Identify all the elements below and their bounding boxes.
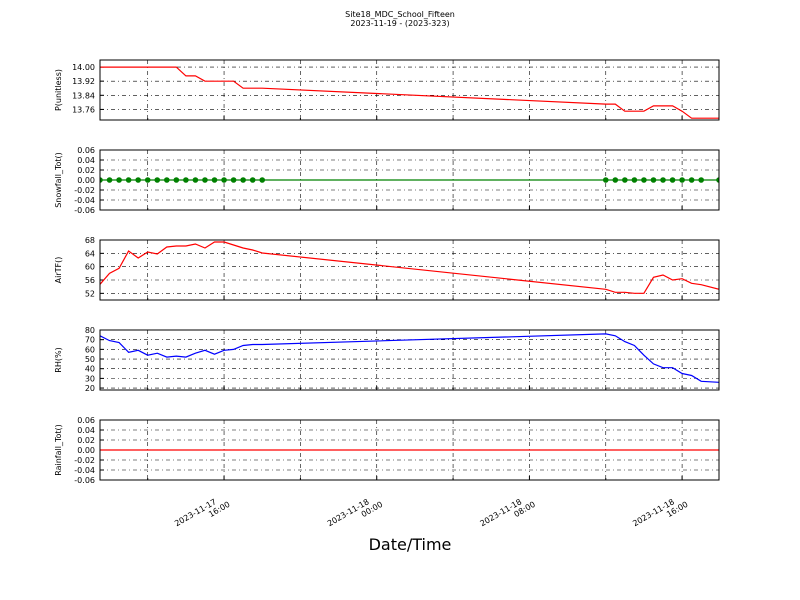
data-point bbox=[135, 177, 141, 183]
y-axis-label: RH(%) bbox=[54, 347, 63, 372]
data-point bbox=[612, 177, 619, 183]
y-tick-label: 0.00 bbox=[77, 176, 95, 185]
figure-title: Site18_MDC_School_Fifteen bbox=[345, 10, 455, 19]
data-point bbox=[106, 177, 113, 183]
x-tick-label: 2023-11-17 16:00 bbox=[173, 492, 231, 536]
plot-area bbox=[100, 177, 719, 183]
y-tick-label: 0.06 bbox=[77, 146, 95, 155]
y-tick-label: 0.02 bbox=[77, 166, 95, 175]
data-point bbox=[240, 177, 246, 183]
data-point bbox=[631, 177, 638, 183]
y-tick-label: -0.04 bbox=[74, 466, 95, 475]
data-point bbox=[660, 177, 666, 183]
y-tick-label: 60 bbox=[85, 263, 95, 272]
y-tick-label: -0.04 bbox=[74, 196, 95, 205]
data-point bbox=[100, 177, 103, 183]
data-point bbox=[679, 177, 685, 183]
x-tick-label: 2023-11-18 16:00 bbox=[631, 492, 689, 536]
x-tick-label: 2023-11-18 00:00 bbox=[326, 492, 384, 536]
y-tick-label: 0.04 bbox=[77, 426, 95, 435]
x-tick-label: 2023-11-18 08:00 bbox=[479, 492, 537, 536]
y-axis-label: Snowfall_Tot() bbox=[54, 152, 63, 208]
data-line bbox=[100, 66, 719, 119]
data-point bbox=[154, 177, 161, 183]
data-point bbox=[259, 177, 266, 183]
y-tick-label: 70 bbox=[85, 336, 95, 345]
data-point bbox=[183, 177, 189, 183]
y-tick-label: -0.06 bbox=[74, 476, 95, 485]
y-tick-label: 64 bbox=[85, 249, 95, 258]
y-tick-label: 0.02 bbox=[77, 436, 95, 445]
y-tick-label: -0.06 bbox=[74, 206, 95, 215]
data-point bbox=[221, 177, 227, 183]
data-point bbox=[650, 177, 657, 183]
x-axis-label: Date/Time bbox=[369, 535, 452, 554]
y-tick-label: 80 bbox=[85, 326, 95, 335]
data-point bbox=[173, 177, 180, 183]
plot-area bbox=[100, 241, 719, 294]
y-tick-label: 50 bbox=[85, 355, 95, 364]
data-point bbox=[192, 177, 199, 183]
y-tick-label: 52 bbox=[85, 289, 95, 298]
data-point bbox=[144, 177, 151, 183]
y-tick-label: 14.00 bbox=[72, 63, 95, 72]
data-point bbox=[125, 177, 132, 183]
y-tick-label: -0.02 bbox=[74, 186, 95, 195]
plot-area bbox=[100, 333, 719, 383]
y-tick-label: 56 bbox=[85, 276, 95, 285]
axes-frame bbox=[99, 149, 720, 211]
y-tick-label: 0.00 bbox=[77, 446, 95, 455]
y-tick-label: 40 bbox=[85, 365, 95, 374]
data-point bbox=[249, 177, 256, 183]
y-tick-label: -0.02 bbox=[74, 456, 95, 465]
data-point bbox=[622, 177, 628, 183]
axes-frame bbox=[99, 239, 720, 301]
data-line bbox=[100, 241, 719, 294]
data-point bbox=[716, 177, 719, 183]
y-tick-label: 0.04 bbox=[77, 156, 95, 165]
y-tick-label: 60 bbox=[85, 345, 95, 354]
figure-subtitle: 2023-11-19 - (2023-323) bbox=[350, 19, 449, 28]
y-tick-label: 0.06 bbox=[77, 416, 95, 425]
data-point bbox=[163, 177, 170, 183]
y-tick-label: 20 bbox=[85, 384, 95, 393]
data-line bbox=[100, 333, 719, 383]
y-tick-label: 68 bbox=[85, 236, 95, 245]
data-point bbox=[602, 177, 609, 183]
data-point bbox=[116, 177, 122, 183]
data-point bbox=[698, 177, 704, 183]
axes-frame bbox=[99, 419, 720, 481]
y-tick-label: 13.92 bbox=[72, 77, 95, 86]
data-point bbox=[211, 177, 218, 183]
y-axis-label: AirTF() bbox=[54, 257, 63, 284]
y-tick-label: 13.84 bbox=[72, 91, 95, 100]
axes-frame bbox=[99, 329, 720, 391]
plot-area bbox=[100, 66, 719, 119]
y-axis-label: P(unitless) bbox=[54, 69, 63, 111]
y-axis-label: Rainfall_Tot() bbox=[54, 424, 63, 476]
data-point bbox=[202, 177, 208, 183]
data-point bbox=[230, 177, 237, 183]
data-point bbox=[641, 177, 647, 183]
axes-frame bbox=[99, 59, 720, 121]
data-point bbox=[669, 177, 676, 183]
y-tick-label: 13.76 bbox=[72, 105, 95, 114]
data-point bbox=[688, 177, 695, 183]
y-tick-label: 30 bbox=[85, 374, 95, 383]
